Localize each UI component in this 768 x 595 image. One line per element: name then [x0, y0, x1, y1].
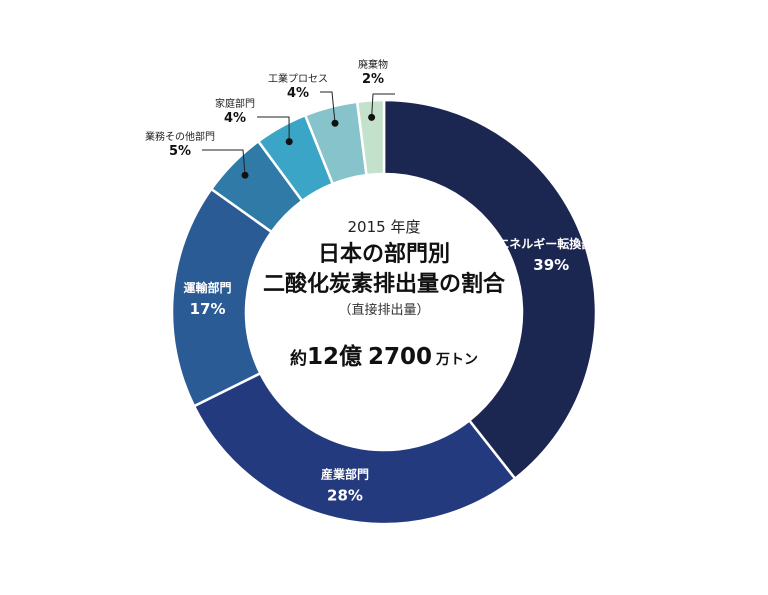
slice-2-value: 17%: [190, 300, 226, 318]
slice-5-leader-line: [320, 91, 336, 124]
total-part1: 12億: [307, 343, 362, 370]
total-prefix: 約: [290, 348, 307, 369]
donut-slices: [170, 98, 598, 526]
slice-4-leader-line: [257, 116, 290, 142]
slice-2-label: 運輸部門: [184, 280, 232, 295]
center-text: 2015 年度 日本の部門別 二酸化炭素排出量の割合 （直接排出量） 約12億 2…: [263, 218, 506, 370]
slice-6: [355, 98, 386, 177]
slice-6-leader-line: [371, 93, 395, 118]
slice-0: [382, 98, 598, 481]
slice-3-label: 業務その他部門: [145, 130, 215, 143]
slice-5-leader-dot: [331, 119, 339, 127]
slice-6-label: 廃棄物: [358, 58, 388, 71]
leader-lines: [202, 91, 395, 179]
slice-1-label: 産業部門: [321, 467, 369, 482]
center-year: 2015 年度: [348, 218, 421, 236]
slice-1: [192, 371, 517, 526]
center-subtitle: （直接排出量）: [338, 302, 429, 318]
slice-0-value: 39%: [533, 256, 569, 274]
slice-4-value: 4%: [224, 111, 246, 126]
slice-4-label: 家庭部門: [215, 97, 255, 110]
center-title-line2: 二酸化炭素排出量の割合: [263, 271, 506, 297]
slice-5-value: 4%: [287, 86, 309, 101]
slice-4-leader-dot: [285, 138, 293, 146]
slice-3-leader-dot: [241, 171, 249, 179]
slice-3-leader-line: [202, 149, 246, 176]
total-part2: 2700: [368, 344, 432, 370]
slice-6-value: 2%: [362, 72, 384, 87]
slice-6-leader-dot: [368, 113, 376, 121]
center-total: 約12億 2700 万トン: [290, 343, 478, 370]
total-unit: 万トン: [435, 352, 478, 368]
slice-5-label: 工業プロセス: [268, 72, 328, 85]
slice-labels: エネルギー転換部門39%産業部門28%運輸部門17%業務その他部門5%家庭部門4…: [145, 58, 605, 505]
center-title-line1: 日本の部門別: [318, 241, 450, 267]
slice-0-label: エネルギー転換部門: [497, 236, 605, 251]
slice-3-value: 5%: [169, 144, 191, 159]
slice-1-value: 28%: [327, 487, 363, 505]
